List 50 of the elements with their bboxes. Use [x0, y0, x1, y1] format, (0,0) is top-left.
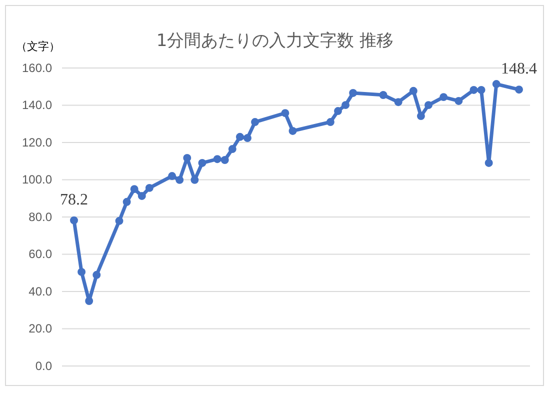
point	[183, 154, 192, 162]
y-tick-label: 80.0	[28, 210, 52, 224]
chart-title: 1分間あたりの入力文字数 推移	[156, 31, 394, 51]
point	[176, 176, 184, 184]
point	[484, 159, 493, 167]
point	[454, 96, 463, 105]
point	[409, 86, 418, 95]
point	[92, 270, 101, 279]
point	[115, 216, 124, 225]
point	[78, 268, 86, 276]
point	[168, 172, 176, 180]
point	[85, 297, 94, 305]
point	[379, 91, 388, 99]
point	[70, 216, 78, 224]
point	[470, 86, 478, 94]
y-tick-label: 120.0	[22, 135, 52, 150]
point	[349, 88, 358, 97]
point	[394, 98, 402, 106]
point	[342, 101, 350, 110]
point	[198, 159, 206, 167]
point	[251, 118, 260, 126]
y-axis-title: （文字）	[16, 40, 60, 53]
point	[326, 118, 334, 126]
point	[138, 192, 146, 200]
y-tick-label: 0.0	[35, 358, 52, 373]
point	[243, 134, 252, 142]
point	[130, 185, 138, 194]
point	[424, 101, 432, 110]
point	[145, 184, 154, 192]
y-tick-label: 100.0	[22, 172, 52, 187]
point	[477, 86, 486, 94]
y-tick-label: 20.0	[28, 322, 52, 336]
point	[236, 132, 244, 141]
data-label: 78.2	[60, 191, 88, 208]
point	[515, 86, 523, 94]
point	[416, 112, 425, 120]
point	[122, 198, 131, 206]
point	[281, 109, 290, 118]
point	[213, 155, 222, 164]
y-tick-label: 160.0	[22, 60, 52, 75]
data-label: 148.4	[501, 60, 537, 78]
point	[440, 93, 448, 102]
point	[288, 126, 297, 135]
point	[334, 107, 342, 116]
point	[492, 80, 500, 88]
y-tick-label: 60.0	[28, 247, 52, 262]
y-tick-label: 140.0	[22, 98, 52, 112]
point	[220, 156, 229, 164]
y-tick-label: 40.0	[28, 284, 52, 298]
point	[228, 145, 236, 153]
